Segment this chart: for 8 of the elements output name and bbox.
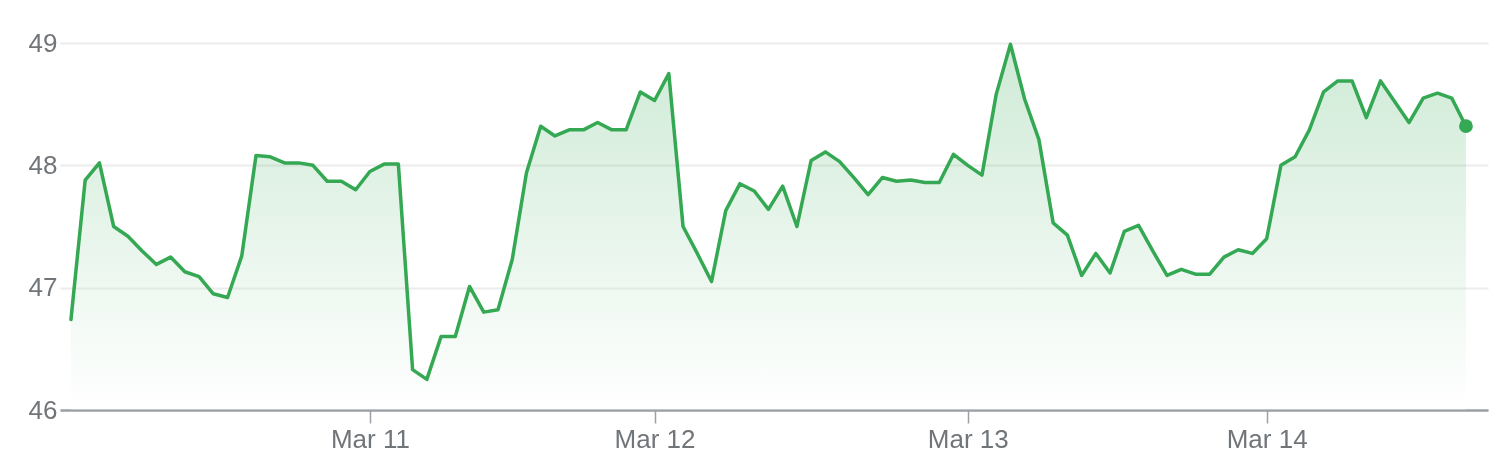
y-tick-label: 46 [28, 394, 58, 425]
x-tick-label: Mar 11 [330, 423, 410, 454]
x-tick-label: Mar 14 [1226, 423, 1308, 454]
x-tick-label: Mar 13 [927, 423, 1009, 454]
y-tick-label: 49 [28, 27, 58, 58]
y-tick-label: 48 [28, 149, 58, 180]
x-tick-label: Mar 12 [614, 423, 696, 454]
y-tick-label: 47 [28, 272, 58, 303]
